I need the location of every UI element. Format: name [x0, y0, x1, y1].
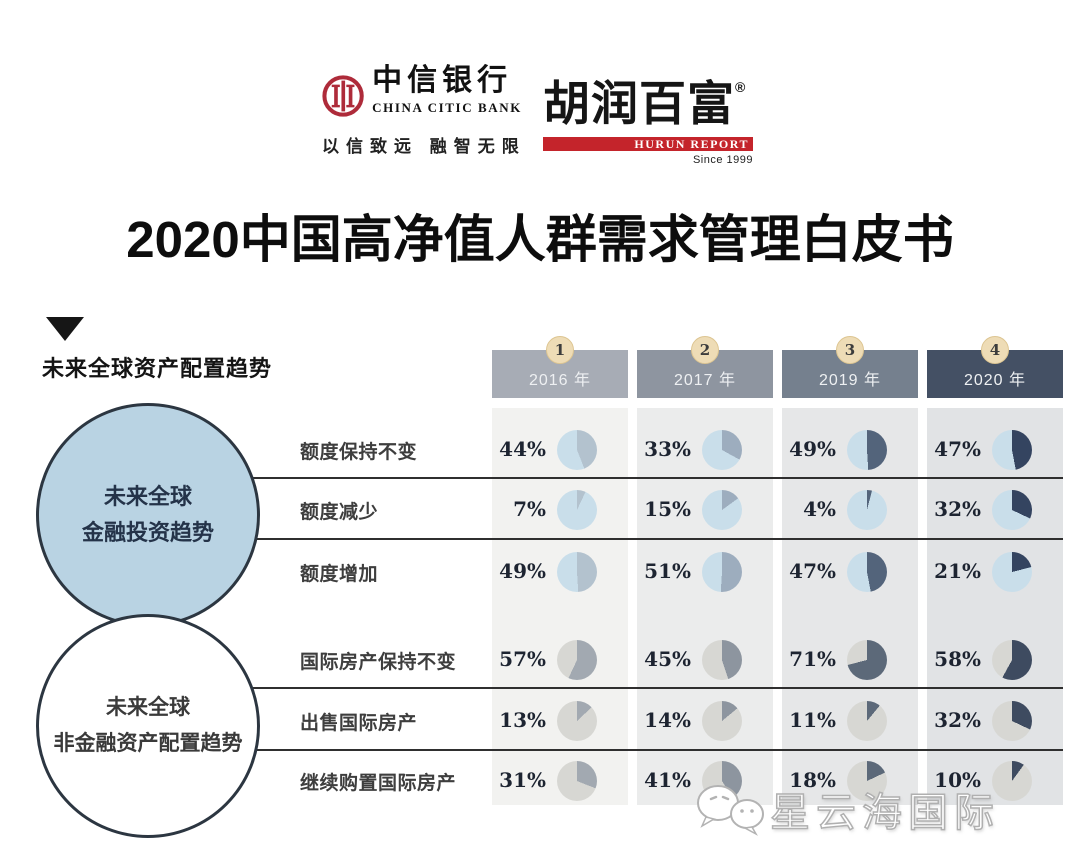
- percent-value: 45%: [644, 647, 691, 671]
- percent-value: 71%: [789, 647, 836, 671]
- pie-chart: [702, 701, 742, 741]
- pie-chart: [992, 640, 1032, 680]
- percent-value: 31%: [499, 768, 546, 792]
- percent-value: 57%: [499, 647, 546, 671]
- page-title: 2020中国高净值人群需求管理白皮书: [126, 211, 954, 268]
- pie-chart: [847, 640, 887, 680]
- pie-chart: [992, 430, 1032, 470]
- percent-value: 49%: [499, 559, 546, 583]
- citic-bank-logo: 中信银行 CHINA CITIC BANK 以信致远 融智无限: [322, 64, 522, 157]
- citic-name-en: CHINA CITIC BANK: [372, 100, 522, 115]
- row-label: 国际房产保持不变: [300, 652, 457, 673]
- hurun-banner: HURUN REPORT: [543, 137, 753, 151]
- pie-chart: [847, 430, 887, 470]
- pie-chart: [992, 490, 1032, 530]
- watermark: 星云海国际: [692, 780, 1000, 838]
- group-financial-line1: 未来全球: [103, 484, 192, 509]
- percent-value: 11%: [789, 708, 836, 732]
- percent-value: 13%: [499, 708, 546, 732]
- pie-chart: [557, 640, 597, 680]
- percent-value: 14%: [644, 708, 691, 732]
- citic-slogan: 以信致远 融智无限: [322, 137, 526, 156]
- hurun-since: Since 1999: [692, 154, 753, 166]
- pie-chart: [992, 761, 1032, 801]
- year-number-badge: 1: [546, 336, 574, 364]
- pie-chart: [557, 552, 597, 592]
- row-divider-line: [148, 687, 1063, 689]
- column-stripe: [492, 408, 628, 805]
- pie-chart: [702, 552, 742, 592]
- registered-mark-icon: ®: [735, 79, 747, 95]
- group-nonfinancial-line2: 非金融资产配置趋势: [53, 732, 243, 755]
- group-financial-circle: 未来全球 金融投资趋势: [36, 403, 260, 627]
- group-financial-line2: 金融投资趋势: [81, 520, 214, 545]
- pie-chart: [702, 640, 742, 680]
- percent-value: 44%: [499, 437, 546, 461]
- pie-chart: [847, 701, 887, 741]
- row-label: 额度减少: [300, 502, 379, 523]
- column-stripe: [927, 408, 1063, 805]
- percent-value: 58%: [934, 647, 981, 671]
- section-title: 未来全球资产配置趋势: [42, 356, 273, 381]
- pie-chart: [992, 552, 1032, 592]
- percent-value: 32%: [934, 708, 981, 732]
- pie-chart: [847, 552, 887, 592]
- percent-value: 4%: [803, 497, 836, 521]
- year-header: 2019 年: [782, 350, 918, 398]
- percent-value: 7%: [513, 497, 546, 521]
- hurun-report-logo: 胡润百富® HURUN REPORT Since 1999: [543, 58, 761, 166]
- pie-chart: [702, 430, 742, 470]
- wechat-bubbles-icon: [697, 785, 764, 836]
- percent-value: 51%: [644, 559, 691, 583]
- pie-chart: [557, 761, 597, 801]
- column-stripe: [782, 408, 918, 805]
- group-nonfinancial-circle: 未来全球 非金融资产配置趋势: [36, 614, 260, 838]
- pie-chart: [557, 701, 597, 741]
- percent-value: 41%: [644, 768, 691, 792]
- column-stripe: [637, 408, 773, 805]
- percent-value: 21%: [934, 559, 981, 583]
- row-label: 额度保持不变: [300, 442, 418, 463]
- percent-value: 33%: [644, 437, 691, 461]
- hurun-name-cn: 胡润百富®: [543, 77, 747, 130]
- percent-value: 18%: [789, 768, 836, 792]
- pie-chart: [992, 701, 1032, 741]
- year-header: 2020 年: [927, 350, 1063, 398]
- pie-chart: [557, 490, 597, 530]
- percent-value: 47%: [789, 559, 836, 583]
- pie-chart: [847, 490, 887, 530]
- row-divider-line: [148, 749, 1063, 751]
- percent-value: 49%: [789, 437, 836, 461]
- row-divider-line: [148, 477, 1063, 479]
- citic-emblem-icon: [322, 75, 364, 117]
- watermark-text: 星云海国际: [769, 790, 1000, 836]
- pie-chart: [847, 761, 887, 801]
- row-label: 额度增加: [300, 564, 379, 585]
- year-number-badge: 2: [691, 336, 719, 364]
- citic-name-cn: 中信银行: [372, 64, 513, 97]
- pie-chart: [702, 490, 742, 530]
- percent-value: 32%: [934, 497, 981, 521]
- group-nonfinancial-line1: 未来全球: [106, 696, 190, 719]
- year-header: 2016 年: [492, 350, 628, 398]
- row-label: 出售国际房产: [300, 713, 418, 734]
- section-marker-icon: [46, 317, 84, 341]
- year-number-badge: 4: [981, 336, 1009, 364]
- year-number-badge: 3: [836, 336, 864, 364]
- row-label: 继续购置国际房产: [300, 773, 457, 794]
- percent-value: 10%: [934, 768, 981, 792]
- percent-value: 47%: [934, 437, 981, 461]
- row-divider-line: [148, 538, 1063, 540]
- pie-chart: [557, 430, 597, 470]
- percent-value: 15%: [644, 497, 691, 521]
